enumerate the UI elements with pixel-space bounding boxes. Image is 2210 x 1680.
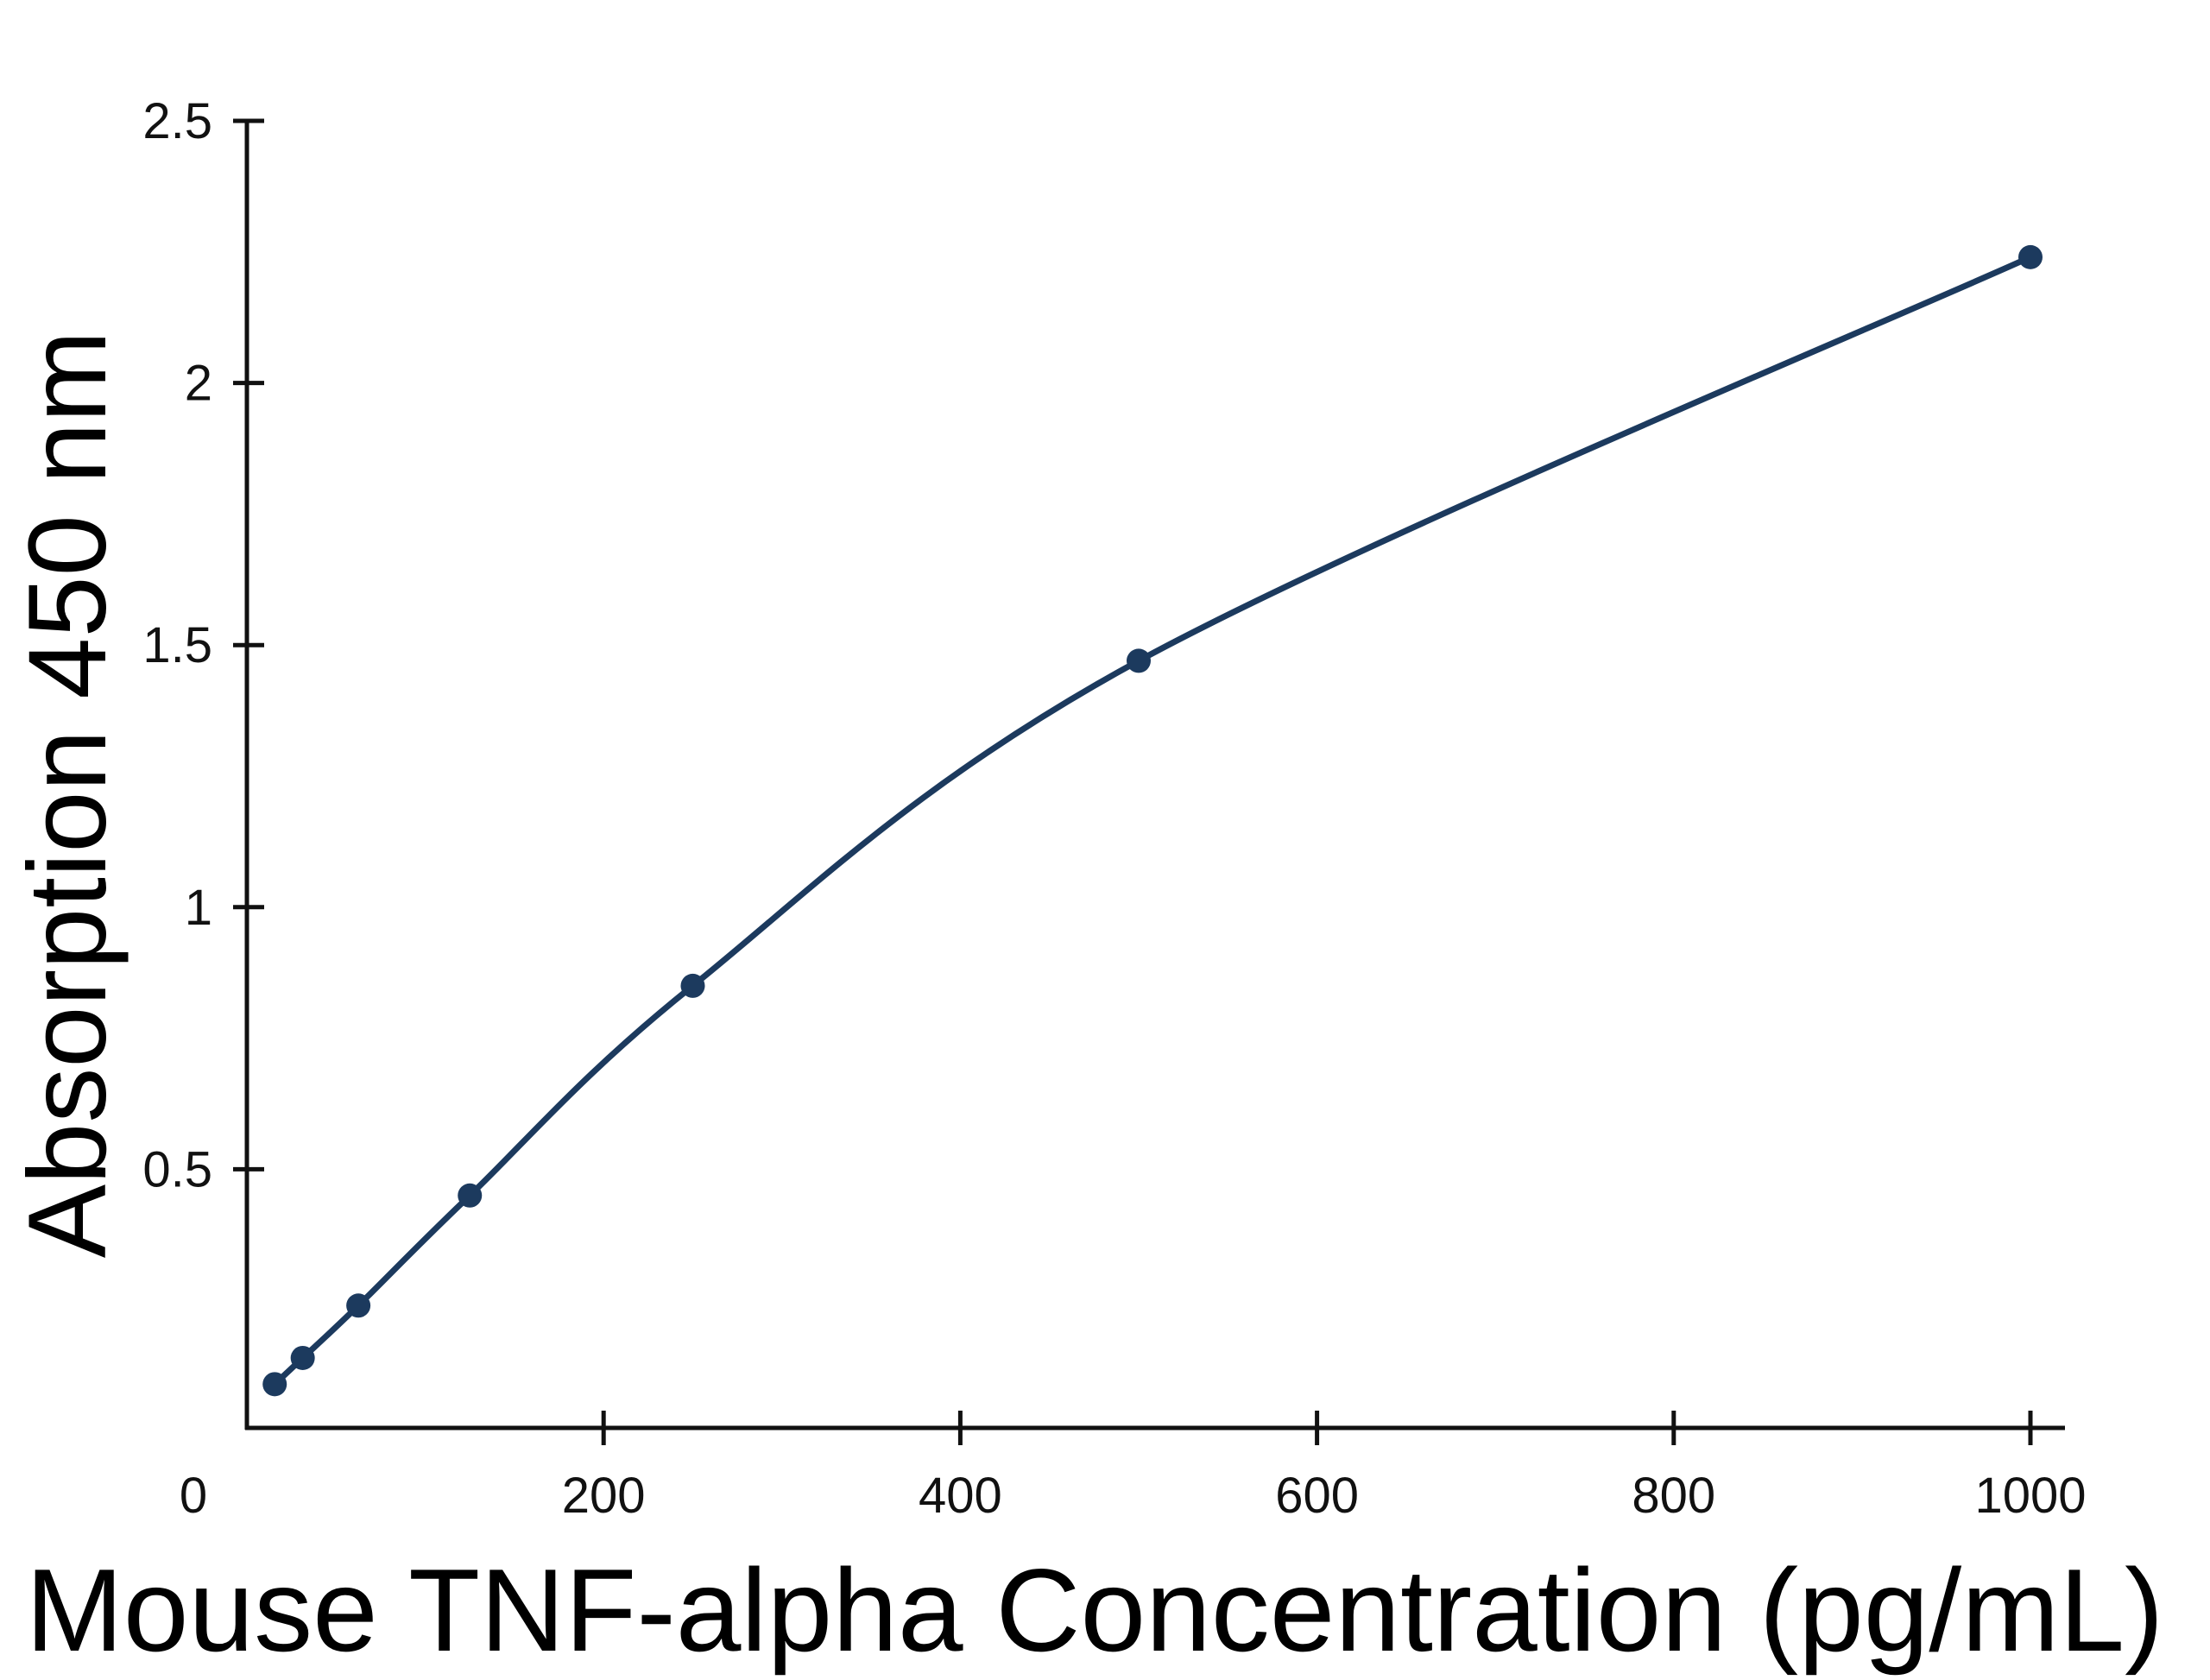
- y-axis-title: Absorption 450 nm: [6, 331, 129, 1258]
- y-tick-label: 2.5: [142, 93, 212, 149]
- x-tick-label: 0: [180, 1468, 207, 1524]
- series-line: [271, 254, 2034, 1387]
- ticks: 0 200 400 600 800 1000 0.5 1 1.5 2 2.5: [142, 93, 2086, 1524]
- points: [262, 244, 2043, 1397]
- axes: [244, 119, 2065, 1431]
- y-tick-label: 2: [185, 356, 212, 412]
- data-point: [680, 973, 705, 998]
- y-tick-label: 1.5: [142, 617, 212, 673]
- y-tick-label: 1: [185, 880, 212, 936]
- data-point: [290, 1345, 315, 1370]
- x-tick-label: 200: [562, 1468, 646, 1524]
- x-tick-label: 800: [1632, 1468, 1715, 1524]
- data-point: [1127, 648, 1151, 673]
- data-point: [2018, 244, 2043, 269]
- data-point: [262, 1372, 287, 1397]
- data-point: [346, 1293, 371, 1318]
- data-point: [458, 1183, 483, 1208]
- curves: [271, 254, 2034, 1387]
- y-tick-label: 0.5: [142, 1141, 212, 1197]
- x-tick-label: 600: [1275, 1468, 1359, 1524]
- x-tick-label: 1000: [1974, 1468, 2086, 1524]
- x-tick-label: 400: [919, 1468, 1002, 1524]
- x-axis-title: Mouse TNF-alpha Concentration (pg/mL): [26, 1544, 2164, 1676]
